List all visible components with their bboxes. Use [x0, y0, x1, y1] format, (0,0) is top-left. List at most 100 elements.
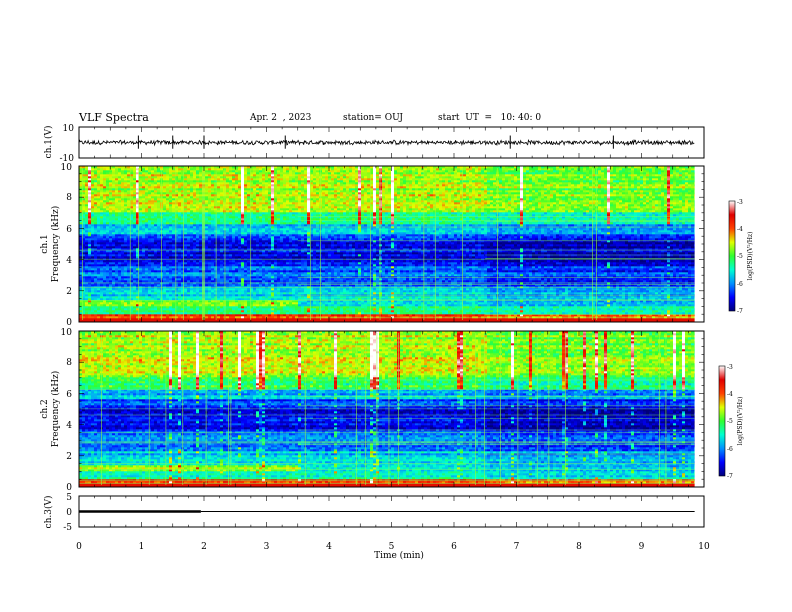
- spectrogram-cell: [139, 182, 143, 185]
- spectrogram-cell: [121, 172, 125, 175]
- spectrogram-cell: [196, 198, 200, 201]
- spectrogram-cell: [136, 184, 140, 187]
- spectrogram-cell: [226, 180, 230, 183]
- spectrogram-cell: [208, 256, 212, 259]
- spectrogram-cell: [244, 236, 248, 239]
- spectrogram-cell: [124, 302, 128, 305]
- spectrogram-cell: [109, 216, 113, 219]
- spectrogram-cell: [262, 194, 266, 197]
- spectrogram-cell: [229, 206, 233, 209]
- spectrogram-cell: [88, 248, 92, 251]
- spectrogram-cell: [199, 240, 203, 243]
- spectrogram-cell: [106, 256, 110, 259]
- spectrogram-cell: [244, 242, 248, 245]
- spectrogram-cell: [169, 292, 173, 295]
- spectrogram-cell: [190, 320, 194, 323]
- spectrogram-cell: [196, 184, 200, 187]
- spectrogram-cell: [241, 244, 245, 247]
- spectrogram-cell: [82, 268, 86, 271]
- spectrogram-cell: [169, 202, 173, 205]
- spectrogram-cell: [127, 238, 131, 241]
- spectrogram-cell: [151, 252, 155, 255]
- spectrogram-cell: [94, 304, 98, 307]
- spectrogram-cell: [163, 180, 167, 183]
- spectrogram-cell: [151, 184, 155, 187]
- spectrogram-cell: [88, 176, 92, 179]
- spectrogram-cell: [163, 172, 167, 175]
- spectrogram-cell: [262, 298, 266, 301]
- spectrogram-cell: [88, 216, 92, 219]
- spectrogram-cell: [112, 206, 116, 209]
- spectrogram-cell: [130, 306, 134, 309]
- spectrogram-cell: [82, 226, 86, 229]
- spectrogram-cell: [142, 214, 146, 217]
- spectrogram-cell: [79, 192, 83, 195]
- spectrogram-cell: [169, 288, 173, 291]
- spectrogram-cell: [256, 172, 260, 175]
- spectrogram-cell: [127, 220, 131, 223]
- spectrogram-cell: [205, 266, 209, 269]
- spectrogram-cell: [241, 302, 245, 305]
- spectrogram-cell: [151, 208, 155, 211]
- spectrogram-cell: [124, 298, 128, 301]
- spectrogram-cell: [151, 206, 155, 209]
- spectrogram-cell: [79, 236, 83, 239]
- spectrogram-cell: [145, 212, 149, 215]
- spectrogram-cell: [136, 238, 140, 241]
- spectrogram-cell: [238, 170, 242, 173]
- spectrogram-cell: [196, 228, 200, 231]
- spectrogram-cell: [208, 306, 212, 309]
- spectrogram-cell: [157, 286, 161, 289]
- spectrogram-cell: [169, 308, 173, 311]
- spectrogram-cell: [97, 216, 101, 219]
- spectrogram-cell: [85, 304, 89, 307]
- spectrogram-cell: [175, 184, 179, 187]
- spectrogram-cell: [229, 280, 233, 283]
- spectrogram-cell: [103, 266, 107, 269]
- spectrogram-cell: [91, 300, 95, 303]
- spectrogram-cell: [133, 246, 137, 249]
- spectrogram-cell: [262, 232, 266, 235]
- spectrogram-cell: [142, 168, 146, 171]
- spectrogram-cell: [109, 276, 113, 279]
- spectrogram-cell: [175, 212, 179, 215]
- spectrogram-cell: [229, 300, 233, 303]
- spectrogram-cell: [166, 270, 170, 273]
- spectrogram-cell: [199, 276, 203, 279]
- spectrogram-cell: [124, 210, 128, 213]
- spectrogram-cell: [184, 232, 188, 235]
- spectrogram-cell: [193, 218, 197, 221]
- spectrogram-cell: [208, 216, 212, 219]
- spectrogram-cell: [217, 274, 221, 277]
- spectrogram-cell: [238, 176, 242, 179]
- spectrogram-cell: [115, 180, 119, 183]
- spectrogram-cell: [136, 276, 140, 279]
- spectrogram-cell: [109, 208, 113, 211]
- spectrogram-cell: [214, 290, 218, 293]
- spectrogram-cell: [178, 302, 182, 305]
- spectrogram-cell: [247, 220, 251, 223]
- spectrogram-cell: [121, 212, 125, 215]
- spectrogram-cell: [208, 222, 212, 225]
- spectrogram-cell: [85, 320, 89, 323]
- spectrogram-cell: [187, 292, 191, 295]
- spectrogram-cell: [211, 318, 215, 321]
- spectrogram-cell: [103, 192, 107, 195]
- spectrogram-cell: [169, 294, 173, 297]
- spectrogram-cell: [229, 256, 233, 259]
- spectrogram-cell: [217, 236, 221, 239]
- spectrogram-cell: [166, 286, 170, 289]
- spectrogram-cell: [184, 270, 188, 273]
- spectrogram-cell: [214, 246, 218, 249]
- spectrogram-cell: [226, 208, 230, 211]
- spectrogram-cell: [85, 196, 89, 199]
- spectrogram-cell: [199, 192, 203, 195]
- spectrogram-cell: [208, 218, 212, 221]
- spectrogram-cell: [190, 178, 194, 181]
- spectrogram-cell: [103, 254, 107, 257]
- spectrogram-cell: [253, 300, 257, 303]
- spectrogram-cell: [256, 178, 260, 181]
- spectrogram-cell: [133, 220, 137, 223]
- spectrogram-cell: [211, 224, 215, 227]
